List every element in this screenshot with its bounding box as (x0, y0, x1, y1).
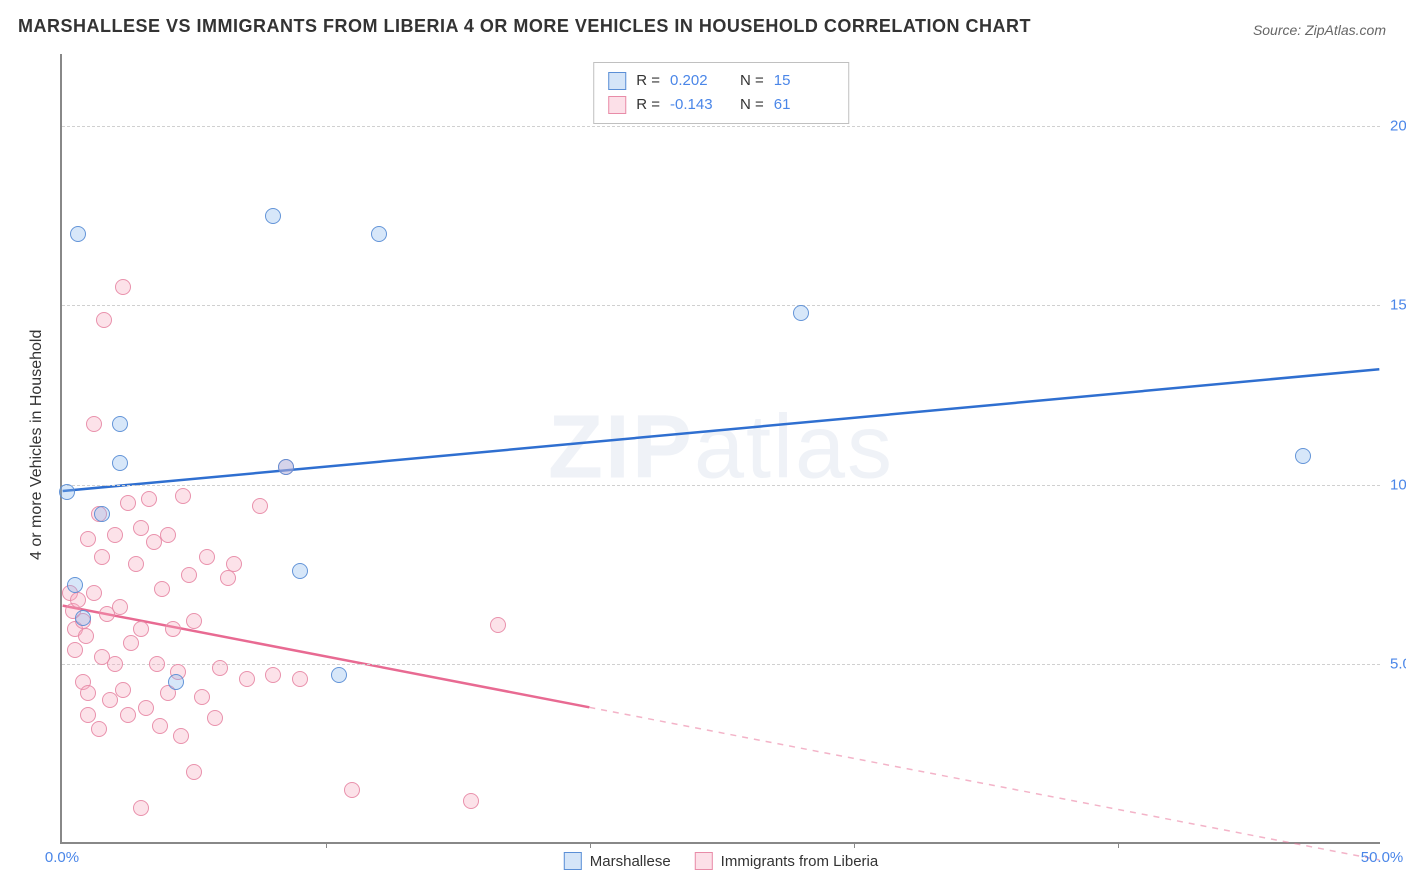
data-point (96, 312, 112, 328)
data-point (86, 585, 102, 601)
data-point (149, 656, 165, 672)
data-point (292, 563, 308, 579)
data-point (120, 707, 136, 723)
data-point (154, 581, 170, 597)
data-point (138, 700, 154, 716)
gridline-h (62, 664, 1380, 665)
data-point (463, 793, 479, 809)
data-point (265, 667, 281, 683)
gridline-h (62, 305, 1380, 306)
data-point (175, 488, 191, 504)
series-legend: Marshallese Immigrants from Liberia (564, 852, 878, 870)
data-point (160, 527, 176, 543)
data-point (67, 642, 83, 658)
legend-label-0: Marshallese (590, 853, 671, 870)
chart-title: MARSHALLESE VS IMMIGRANTS FROM LIBERIA 4… (18, 16, 1031, 37)
data-point (226, 556, 242, 572)
data-point (112, 599, 128, 615)
data-point (75, 610, 91, 626)
data-point (107, 656, 123, 672)
x-tick-mark (854, 842, 855, 848)
x-tick-label: 0.0% (45, 849, 79, 866)
y-tick-label: 5.0% (1380, 656, 1406, 673)
data-point (165, 621, 181, 637)
data-point (239, 671, 255, 687)
data-point (102, 692, 118, 708)
data-point (168, 674, 184, 690)
data-point (112, 455, 128, 471)
data-point (252, 498, 268, 514)
y-axis-label: 4 or more Vehicles in Household (28, 330, 46, 560)
data-point (199, 549, 215, 565)
legend-swatch-1 (695, 852, 713, 870)
data-point (128, 556, 144, 572)
data-point (212, 660, 228, 676)
data-point (78, 628, 94, 644)
data-point (133, 621, 149, 637)
gridline-h (62, 485, 1380, 486)
data-point (194, 689, 210, 705)
data-point (107, 527, 123, 543)
source-name: ZipAtlas.com (1305, 22, 1386, 38)
data-point (371, 226, 387, 242)
data-point (80, 685, 96, 701)
x-tick-mark (590, 842, 591, 848)
y-tick-label: 20.0% (1380, 117, 1406, 134)
trend-lines-svg (62, 54, 1380, 842)
legend-label-1: Immigrants from Liberia (721, 853, 879, 870)
data-point (94, 506, 110, 522)
data-point (80, 531, 96, 547)
data-point (112, 416, 128, 432)
data-point (94, 549, 110, 565)
data-point (123, 635, 139, 651)
data-point (186, 613, 202, 629)
data-point (152, 718, 168, 734)
y-tick-label: 15.0% (1380, 297, 1406, 314)
data-point (181, 567, 197, 583)
data-point (80, 707, 96, 723)
data-point (67, 577, 83, 593)
source-prefix: Source: (1253, 22, 1305, 38)
data-point (331, 667, 347, 683)
plot-area: ZIPatlas R = 0.202 N = 15 R = -0.143 N =… (60, 54, 1380, 844)
data-point (344, 782, 360, 798)
data-point (207, 710, 223, 726)
data-point (120, 495, 136, 511)
data-point (115, 279, 131, 295)
data-point (133, 520, 149, 536)
data-point (220, 570, 236, 586)
trend-line-1-dashed (589, 707, 1379, 860)
data-point (186, 764, 202, 780)
trend-line-0 (63, 369, 1380, 491)
legend-item-1: Immigrants from Liberia (695, 852, 879, 870)
data-point (70, 226, 86, 242)
data-point (91, 721, 107, 737)
data-point (141, 491, 157, 507)
data-point (115, 682, 131, 698)
data-point (490, 617, 506, 633)
data-point (1295, 448, 1311, 464)
legend-item-0: Marshallese (564, 852, 671, 870)
data-point (292, 671, 308, 687)
source-attribution: Source: ZipAtlas.com (1253, 22, 1386, 38)
data-point (265, 208, 281, 224)
y-tick-label: 10.0% (1380, 476, 1406, 493)
data-point (70, 592, 86, 608)
data-point (133, 800, 149, 816)
data-point (793, 305, 809, 321)
x-tick-mark (1118, 842, 1119, 848)
data-point (173, 728, 189, 744)
data-point (59, 484, 75, 500)
x-tick-mark (326, 842, 327, 848)
data-point (86, 416, 102, 432)
data-point (278, 459, 294, 475)
gridline-h (62, 126, 1380, 127)
legend-swatch-0 (564, 852, 582, 870)
x-tick-label: 50.0% (1361, 849, 1404, 866)
